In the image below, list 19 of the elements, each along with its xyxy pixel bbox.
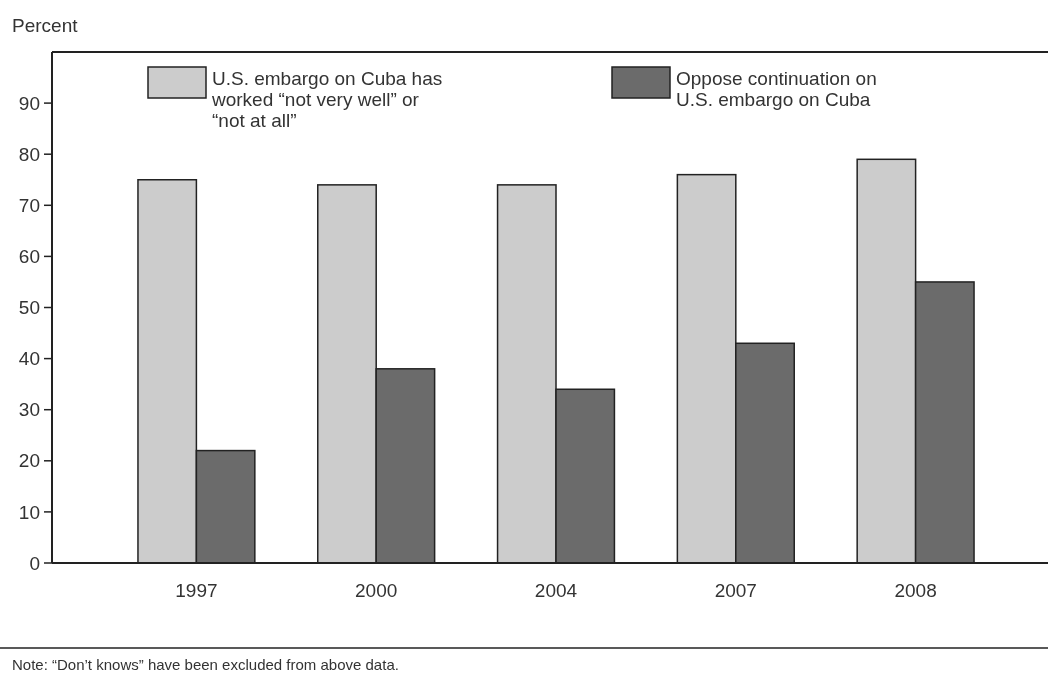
y-tick-label: 50 xyxy=(18,297,40,319)
x-tick-label: 2000 xyxy=(355,580,398,601)
legend-label: U.S. embargo on Cuba has worked “not very well” or “not at all” xyxy=(211,68,443,131)
y-tick-label: 40 xyxy=(18,348,40,370)
x-tick-label: 2008 xyxy=(894,580,937,601)
x-tick-label: 2004 xyxy=(534,580,578,601)
x-tick-label: 2007 xyxy=(714,580,757,601)
y-tick-label: 10 xyxy=(18,501,40,523)
y-tick-label: 30 xyxy=(18,399,40,421)
y-tick-label: 70 xyxy=(18,194,40,216)
legend-label: Oppose continuation on U.S. embargo on Cuba xyxy=(676,68,877,110)
y-tick-label: 90 xyxy=(18,92,40,114)
y-tick-label: 20 xyxy=(18,450,40,472)
x-tick-label: 1997 xyxy=(175,580,218,601)
y-tick-label: 60 xyxy=(18,246,40,268)
text: Note: “Don’t knows” have been excluded from above data. xyxy=(12,656,399,673)
y-tick-label: 0 xyxy=(29,552,40,574)
y-axis-title: Percent xyxy=(12,15,79,36)
y-tick-label: 80 xyxy=(18,143,40,165)
